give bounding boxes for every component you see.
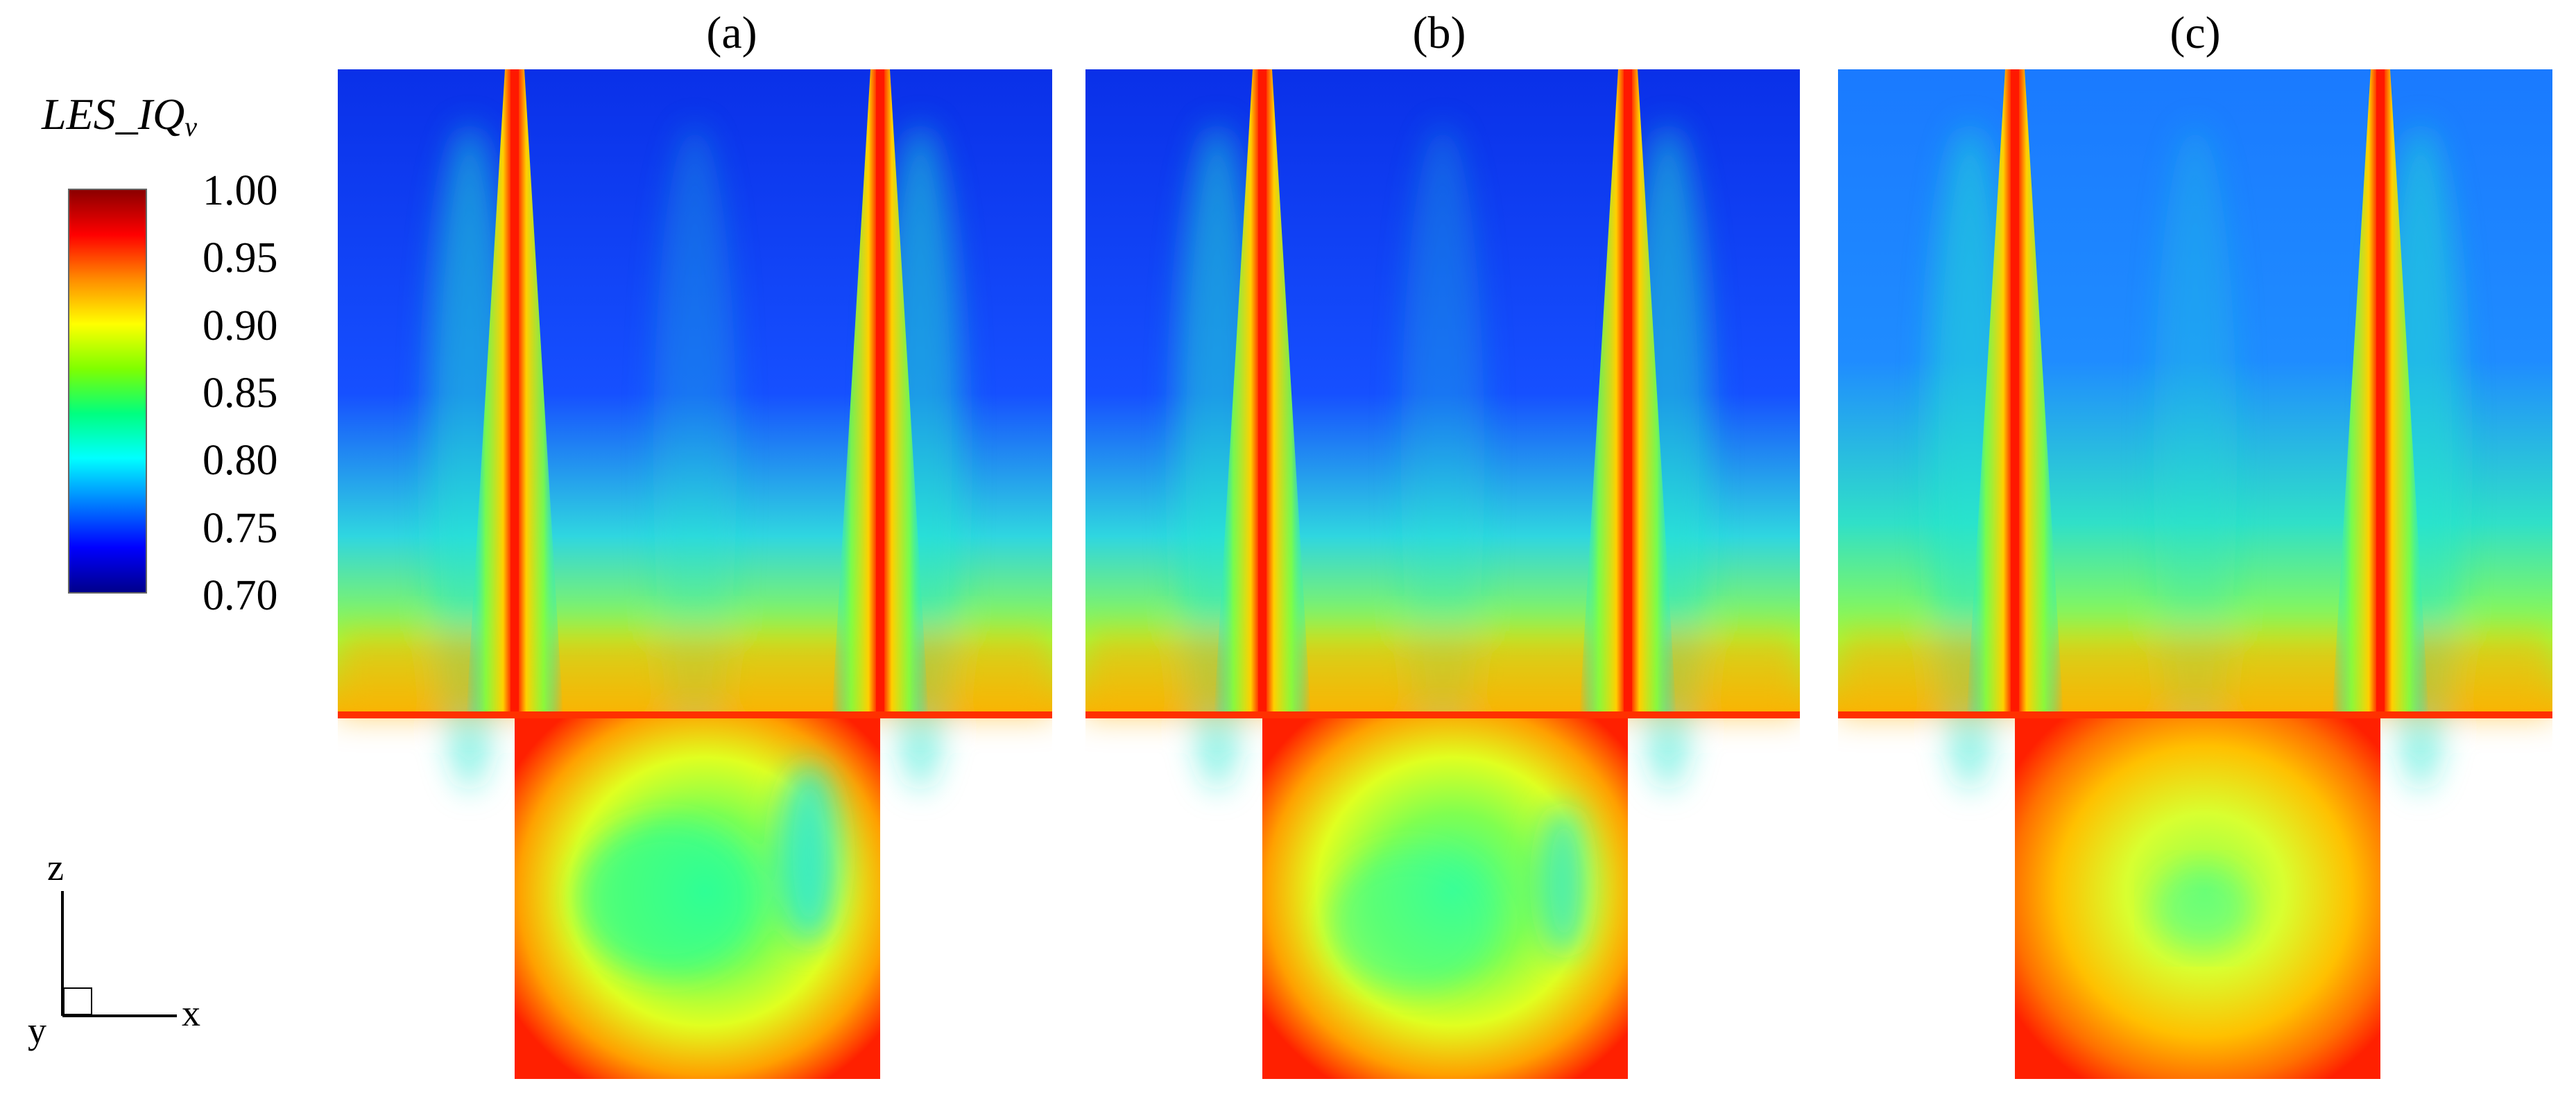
axis-x-label: x [182,992,200,1034]
colorbar [68,189,147,594]
colorbar-title-sub: v [184,111,197,142]
axis-y-label: y [28,1010,46,1051]
colorbar-tick-label: 0.80 [203,437,278,485]
heatmap-panel-c [1838,69,2552,1082]
colorbar-tick-label: 0.85 [203,370,278,417]
colorbar-tick-label: 0.90 [203,302,278,349]
colorbar-title: LES_IQv [42,89,197,143]
heatmap-panel-a [338,69,1052,1082]
colorbar-tick-label: 0.95 [203,234,278,282]
heatmap-panel-b [1085,69,1800,1082]
panel-label-c: (c) [2170,8,2221,58]
panel-label-b: (b) [1412,8,1466,58]
colorbar-tick-label: 0.70 [203,572,278,619]
panel-label-a: (a) [706,8,757,58]
axis-z-label: z [47,847,64,888]
colorbar-tick-label: 1.00 [203,167,278,214]
colorbar-tick-label: 0.75 [203,504,278,552]
colorbar-title-main: LES_IQ [42,89,185,139]
coordinate-axes: z x y [28,847,236,1051]
